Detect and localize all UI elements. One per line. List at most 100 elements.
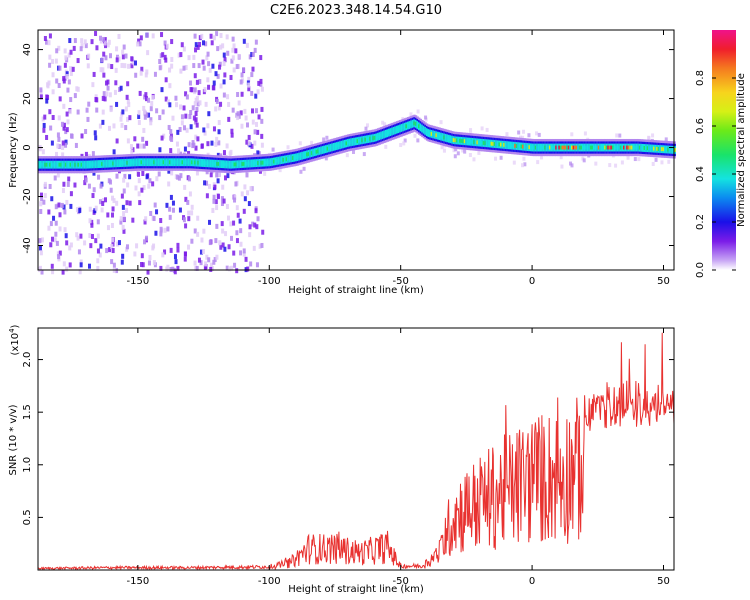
- spectrogram-cell: [408, 123, 411, 127]
- spectrogram-cell: [228, 162, 232, 167]
- spectrogram-cell: [129, 144, 133, 150]
- spectrogram-cell: [212, 198, 216, 204]
- spectrogram-cell: [64, 233, 68, 239]
- spectrogram-cell: [142, 185, 146, 191]
- spectrogram-cell: [137, 120, 141, 126]
- spectrogram-cell: [52, 215, 56, 221]
- spectrogram-cell: [80, 38, 84, 44]
- spectrogram-cell: [522, 129, 526, 134]
- spectrogram-cell: [436, 133, 440, 138]
- spectrogram-cell: [432, 132, 435, 137]
- spectrogram-cell: [214, 199, 218, 205]
- spectrogram-cell: [108, 247, 112, 253]
- spectrogram-cell: [236, 111, 240, 117]
- spectrogram-cell: [580, 145, 583, 150]
- spectrogram-cell: [198, 79, 202, 85]
- spectrogram-cell: [256, 129, 260, 135]
- spectrogram-cell: [101, 200, 105, 206]
- spectrogram-cell: [234, 181, 238, 187]
- spectrogram-cell: [411, 121, 415, 126]
- spectrogram-cell: [638, 145, 642, 150]
- spectrogram-cell: [151, 160, 154, 165]
- spectrogram-cell: [66, 87, 70, 93]
- spectrogram-cell: [168, 160, 172, 165]
- spectrogram-cell: [226, 173, 230, 179]
- spectrogram-cell: [62, 181, 66, 187]
- spectrogram-cell: [230, 58, 234, 64]
- spectrogram-cell: [261, 160, 265, 165]
- spectrogram-cell: [86, 63, 90, 69]
- spectrogram-cell: [165, 43, 169, 49]
- spectrogram-cell: [521, 163, 525, 168]
- spectrogram-cell: [222, 79, 226, 85]
- spectrogram-cell: [348, 140, 352, 145]
- spectrogram-cell: [244, 256, 248, 262]
- spectrogram-cell: [375, 135, 378, 140]
- spectrogram-cell: [54, 151, 58, 157]
- spectrogram-cell: [69, 66, 73, 72]
- spectrogram-cell: [74, 162, 77, 167]
- spectrogram-cell: [142, 127, 146, 133]
- spectrogram-x-label: Height of straight line (km): [288, 285, 424, 296]
- spectrogram-cell: [208, 183, 212, 189]
- spectrogram-cell: [184, 251, 188, 257]
- spectrogram-cell: [637, 157, 641, 162]
- spectrogram-cell: [570, 163, 574, 168]
- spectrogram-cell: [86, 116, 90, 122]
- spectrogram-cell: [221, 184, 225, 190]
- spectrogram-cell: [137, 110, 141, 116]
- spectrogram-cell: [83, 240, 87, 246]
- spectrogram-cell: [233, 194, 237, 200]
- spectrogram-cell: [84, 177, 88, 183]
- spectrogram-cell: [94, 135, 98, 141]
- spectrogram-cell: [145, 96, 149, 102]
- spectrogram-cell: [212, 80, 216, 86]
- spectrogram-cell: [253, 140, 257, 146]
- spectrogram-cell: [261, 229, 265, 235]
- spectrogram-cell: [95, 97, 99, 103]
- spectrogram-cell: [414, 121, 418, 126]
- spectrogram-cell: [627, 145, 631, 150]
- spectrogram-cell: [643, 146, 646, 150]
- spectrogram-cell: [585, 145, 588, 150]
- snr-frame: [37, 327, 675, 571]
- spectrogram-cell: [480, 126, 484, 131]
- spectrogram-cell: [222, 92, 226, 98]
- x-tick-label: 0: [529, 276, 535, 287]
- spectrogram-cell: [645, 146, 648, 151]
- spectrogram-x-ticks: -150 -100 -50 0 50: [127, 30, 670, 287]
- spectrogram-cell: [242, 38, 246, 44]
- spectrogram-cell: [422, 127, 426, 132]
- spectrogram-cell: [164, 57, 168, 63]
- spectrogram-cell: [194, 160, 197, 165]
- spectrogram-cell: [624, 145, 627, 150]
- spectrogram-cell: [118, 87, 122, 93]
- x-tick-label: -150: [127, 576, 150, 587]
- spectrogram-cell: [123, 160, 126, 165]
- spectrogram-cell: [58, 96, 62, 102]
- spectrogram-cell: [209, 262, 213, 268]
- spectrogram-cell: [62, 122, 66, 128]
- spectrogram-cell: [87, 53, 91, 59]
- spectrogram-cell: [96, 258, 100, 264]
- spectrogram-cell: [66, 181, 70, 187]
- spectrogram-cell: [115, 101, 119, 107]
- spectrogram-cell: [153, 202, 157, 208]
- spectrogram-cell: [85, 162, 88, 167]
- spectrogram-cell: [246, 190, 250, 196]
- spectrogram-cell: [484, 141, 487, 146]
- spectrogram-cell: [212, 126, 216, 132]
- spectrogram-cell: [416, 138, 420, 143]
- spectrogram-cell: [61, 152, 65, 158]
- spectrogram-cell: [64, 129, 68, 135]
- spectrogram-cell: [90, 162, 93, 167]
- spectrogram-cell: [618, 145, 621, 150]
- spectrogram-cell: [102, 91, 106, 97]
- spectrogram-cell: [148, 254, 152, 260]
- spectrogram-cell: [117, 56, 121, 62]
- spectrogram-cell: [468, 153, 472, 158]
- spectrogram-cell: [83, 39, 87, 45]
- spectrogram-cell: [336, 144, 339, 148]
- spectrogram-cell: [221, 43, 225, 49]
- spectrogram-cell: [626, 155, 630, 160]
